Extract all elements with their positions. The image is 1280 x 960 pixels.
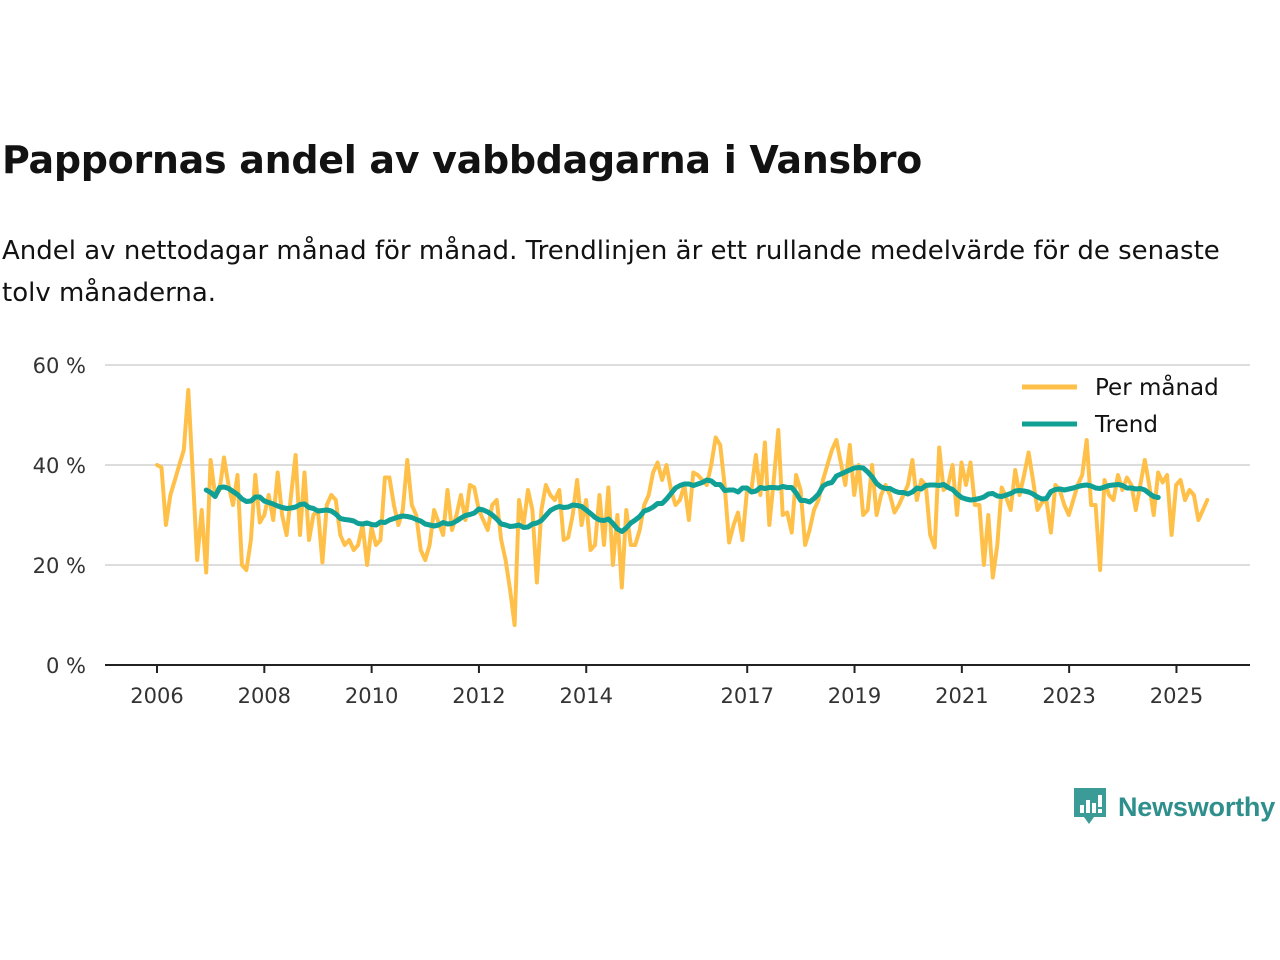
- x-tick-label: 2008: [238, 684, 291, 708]
- series-lines: [155, 388, 1210, 627]
- x-tick-label: 2019: [828, 684, 881, 708]
- brand-logo[interactable]: Newsworthy: [1072, 786, 1275, 828]
- legend[interactable]: Per månad Trend: [1022, 373, 1219, 438]
- series-line-trend: [203, 465, 1161, 534]
- y-tick-label: 20 %: [33, 554, 86, 578]
- chart-title: Pappornas andel av vabbdagarna i Vansbro: [2, 138, 922, 182]
- x-tick-label: 2010: [345, 684, 398, 708]
- x-tick-label: 2014: [560, 684, 613, 708]
- brand-name: Newsworthy: [1118, 791, 1276, 822]
- y-axis-ticks: 0 % 20 % 40 % 60 %: [33, 354, 86, 678]
- x-tick-label: 2012: [452, 684, 505, 708]
- x-tick-label: 2023: [1042, 684, 1095, 708]
- series-line-per-manad: [155, 388, 1210, 627]
- legend-label: Per månad: [1095, 373, 1219, 401]
- y-tick-label: 0 %: [46, 654, 86, 678]
- x-tick-label: 2025: [1150, 684, 1203, 708]
- gridlines: [105, 364, 1250, 566]
- x-axis-ticks: 2006 2008 2010 2012 2014 2017 2019 2021 2023 2025: [130, 665, 1203, 708]
- y-tick-label: 40 %: [33, 454, 86, 478]
- x-tick-label: 2006: [130, 684, 183, 708]
- chart-subtitle: Andel av nettodagar månad för månad. Tre…: [2, 236, 1220, 308]
- x-tick-label: 2017: [720, 684, 773, 708]
- newsworthy-logo-icon: [1074, 788, 1106, 824]
- line-chart: 0 % 20 % 40 % 60 % 2006 2008 2010 2012 2014 2017…: [33, 354, 1250, 708]
- x-tick-label: 2021: [935, 684, 988, 708]
- legend-label: Trend: [1094, 412, 1158, 438]
- y-tick-label: 60 %: [33, 354, 86, 378]
